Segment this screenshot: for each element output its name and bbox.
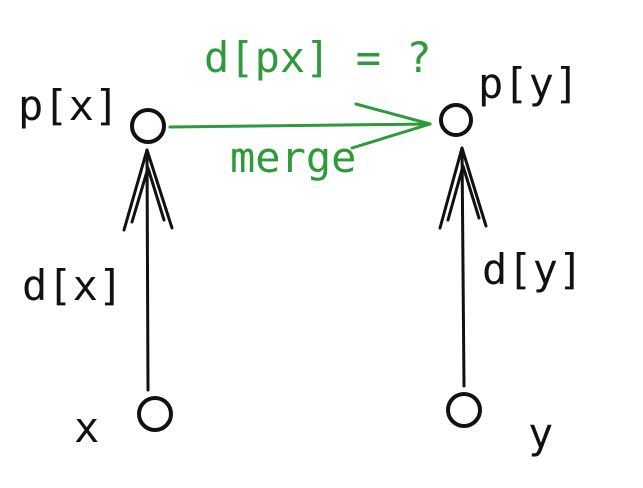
- label-px: p[x]: [18, 81, 119, 130]
- node-y: [446, 392, 482, 428]
- merge-arrow: [168, 102, 432, 150]
- edge-y-to-py-arrowhead-inner: [446, 164, 481, 222]
- label-py: p[y]: [478, 59, 579, 108]
- edge-y-to-py-shaft: [460, 146, 466, 388]
- label-y: y: [528, 409, 553, 458]
- edge-x-to-px: [122, 148, 174, 392]
- label-dpx-question: d[px] = ?: [204, 33, 432, 82]
- node-x: [137, 396, 173, 432]
- merge-arrow-head: [350, 102, 432, 150]
- label-x: x: [74, 403, 99, 452]
- edge-x-to-px-arrowhead-inner: [130, 166, 166, 224]
- label-dx: d[x]: [22, 261, 123, 310]
- label-merge: merge: [230, 133, 356, 182]
- edge-y-to-py-arrowhead: [438, 146, 488, 230]
- edge-x-to-px-arrowhead: [122, 148, 174, 232]
- merge-arrow-shaft: [168, 122, 432, 129]
- node-py: [439, 103, 473, 137]
- node-px: [130, 108, 166, 144]
- edge-y-to-py: [438, 146, 488, 388]
- label-dy: d[y]: [482, 245, 583, 294]
- edge-x-to-px-shaft: [145, 148, 150, 392]
